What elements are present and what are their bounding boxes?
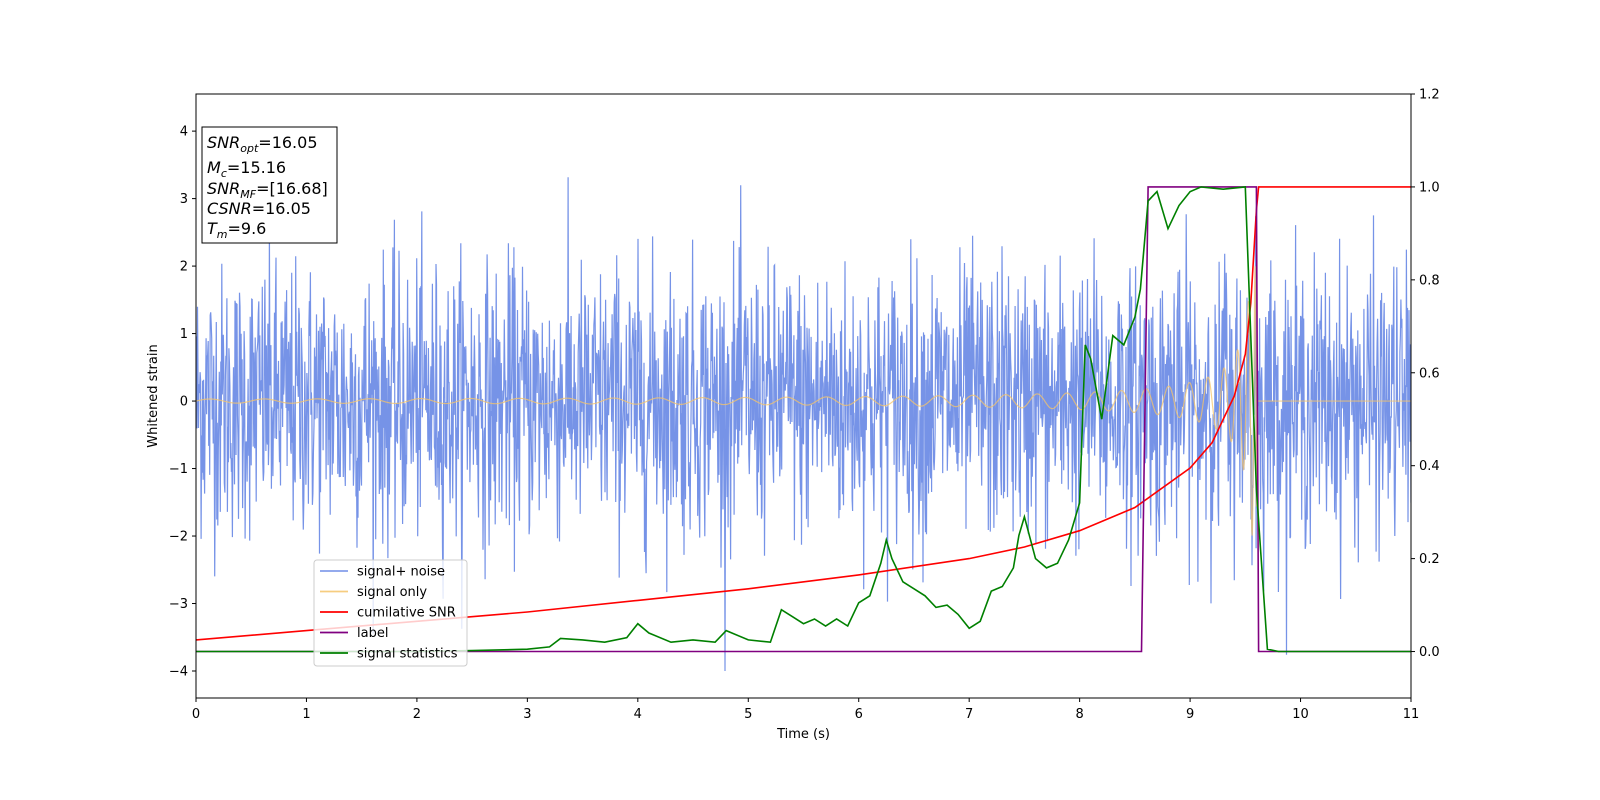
x-tick-label: 2	[413, 707, 421, 722]
legend-frame	[313, 559, 468, 667]
x-tick-label: 5	[744, 707, 752, 722]
legend-item: label	[320, 626, 388, 641]
x-tick-label: 8	[1075, 707, 1083, 722]
legend: signal+ noise signal only cumilative SNR la…	[313, 559, 468, 667]
y-right-tick-label: 0.8	[1419, 273, 1440, 288]
y-axis-right: 0.0 0.2 0.4 0.6 0.8 1.0 1.2	[1411, 88, 1440, 660]
legend-label: signal statistics	[357, 647, 458, 662]
x-tick-label: 0	[192, 707, 200, 722]
legend-label: label	[357, 626, 388, 641]
x-tick-label: 1	[302, 707, 310, 722]
y-left-tick-label: 3	[180, 192, 188, 207]
y-left-tick-label: −1	[169, 462, 188, 477]
legend-item: cumilative SNR	[320, 606, 456, 621]
plot-frame	[195, 93, 1412, 699]
info-tm: Tm=9.6	[207, 219, 266, 241]
info-csnr: CSNR=16.05	[207, 199, 311, 218]
legend-label: cumilative SNR	[357, 606, 456, 621]
y-left-tick-label: 2	[180, 260, 188, 275]
legend-item: signal statistics	[320, 647, 458, 662]
x-tick-label: 10	[1292, 707, 1309, 722]
y-right-tick-label: 0.2	[1419, 552, 1440, 567]
x-axis: 0 1 2 3 4 5 6 7 8 9 10 11	[192, 698, 1419, 722]
y-right-tick-label: 0.0	[1419, 645, 1440, 660]
x-tick-label: 9	[1186, 707, 1194, 722]
info-snr-opt: SNRopt=16.05	[207, 133, 318, 155]
y-right-tick-label: 1.0	[1419, 180, 1440, 195]
x-tick-label: 11	[1403, 707, 1420, 722]
legend-label: signal only	[357, 585, 427, 600]
legend-item: signal+ noise	[320, 565, 445, 580]
y-left-tick-label: −4	[169, 665, 188, 680]
y-left-tick-label: 4	[180, 125, 188, 140]
x-axis-label: Time (s)	[776, 727, 830, 742]
info-snr-opt-value: 16.05	[272, 133, 318, 152]
info-snr-mf: SNRMF=[16.68]	[207, 179, 328, 201]
y-left-tick-label: 1	[180, 327, 188, 342]
series-cumilative-snr	[196, 186, 1411, 641]
info-box-frame	[201, 126, 338, 244]
x-tick-label: 4	[634, 707, 642, 722]
series-signal-plus-noise	[196, 177, 1411, 672]
info-box: SNRopt=16.05 Mc=15.16 SNRMF=[16.68] CSNR…	[201, 126, 338, 244]
info-mc: Mc=15.16	[207, 158, 286, 180]
x-tick-label: 3	[523, 707, 531, 722]
series-signal-only	[196, 266, 1411, 536]
info-tm-value: 9.6	[241, 219, 266, 238]
y-axis-left: −4 −3 −2 −1 0 1 2 3 4	[169, 125, 196, 680]
y-left-tick-label: −3	[169, 597, 188, 612]
x-tick-label: 6	[855, 707, 863, 722]
info-snr-mf-value: [16.68]	[269, 179, 327, 198]
series-signal-statistics	[196, 186, 1411, 653]
x-tick-label: 7	[965, 707, 973, 722]
y-right-tick-label: 1.2	[1419, 88, 1440, 103]
y-axis-label: Whitened strain	[146, 344, 161, 447]
y-left-tick-label: 0	[180, 395, 188, 410]
series-layer	[196, 177, 1411, 672]
info-mc-value: 15.16	[240, 158, 286, 177]
info-csnr-value: 16.05	[265, 199, 311, 218]
y-right-tick-label: 0.4	[1419, 459, 1440, 474]
legend-item: signal only	[320, 585, 427, 600]
y-right-tick-label: 0.6	[1419, 366, 1440, 381]
y-left-tick-label: −2	[169, 530, 188, 545]
legend-label: signal+ noise	[357, 565, 445, 580]
